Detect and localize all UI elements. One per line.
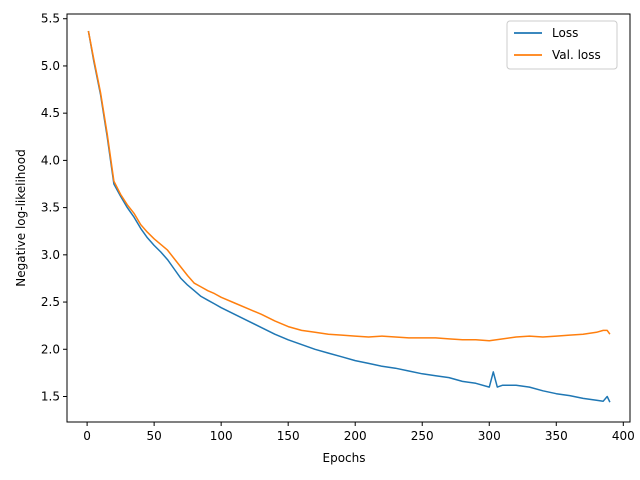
x-axis-ticks: 0 50 100 150 200 250 300 350 400: [83, 422, 635, 443]
y-tick-label: 4.5: [41, 106, 60, 120]
x-axis-label: Epochs: [323, 451, 366, 465]
y-tick-label: 5.5: [41, 12, 60, 26]
x-tick-label: 200: [344, 429, 367, 443]
y-tick-label: 4.0: [41, 153, 60, 167]
series-line-val-loss: [87, 30, 611, 342]
y-tick-label: 2.5: [41, 295, 60, 309]
plot-frame: [66, 13, 631, 423]
y-tick-label: 3.0: [41, 248, 60, 262]
y-tick-label: 5.0: [41, 59, 60, 73]
series-layer: [87, 30, 611, 403]
y-tick-label: 2.0: [41, 342, 60, 356]
y-axis-label: Negative log-likelihood: [14, 149, 28, 286]
x-tick-label: 350: [545, 429, 568, 443]
legend-label-loss: Loss: [552, 26, 578, 40]
legend-label-val-loss: Val. loss: [552, 48, 601, 62]
legend: Loss Val. loss: [506, 20, 618, 70]
x-tick-label: 400: [612, 429, 635, 443]
x-tick-label: 250: [411, 429, 434, 443]
x-tick-label: 300: [478, 429, 501, 443]
x-tick-label: 100: [210, 429, 233, 443]
y-tick-label: 1.5: [41, 390, 60, 404]
y-axis-ticks: 1.5 2.0 2.5 3.0 3.5 4.0 4.5 5.0 5.5: [41, 12, 67, 404]
series-line-loss: [87, 30, 611, 403]
x-tick-label: 50: [146, 429, 161, 443]
y-tick-label: 3.5: [41, 201, 60, 215]
x-tick-label: 150: [277, 429, 300, 443]
x-tick-label: 0: [83, 429, 91, 443]
